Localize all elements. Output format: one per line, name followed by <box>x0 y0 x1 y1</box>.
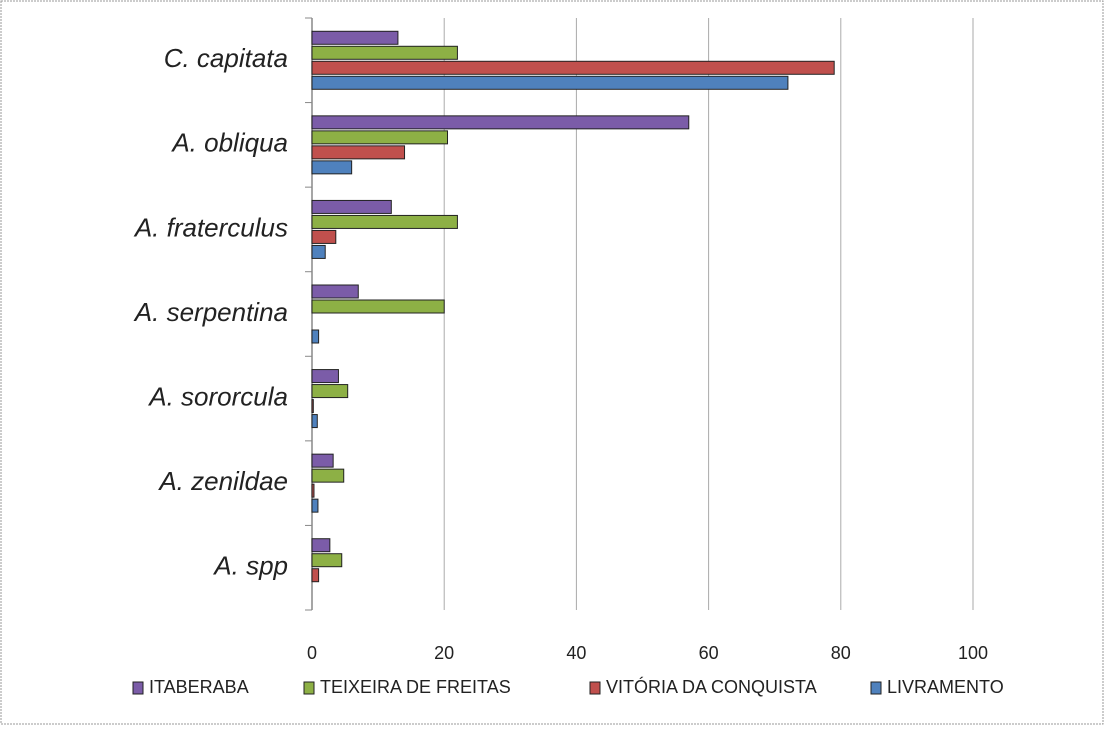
bar <box>311 369 339 384</box>
bar <box>311 214 458 229</box>
bar <box>311 483 315 498</box>
bar <box>311 329 320 344</box>
bar <box>311 498 319 513</box>
legend-marker <box>589 681 601 695</box>
x-tick-label: 0 <box>307 643 317 663</box>
legend-marker <box>132 681 144 695</box>
bar <box>311 75 789 90</box>
bar <box>311 399 314 414</box>
bar <box>311 468 345 483</box>
x-tick-label: 100 <box>958 643 988 663</box>
legend-label: LIVRAMENTO <box>887 677 1004 697</box>
y-tick-label: C. capitata <box>164 43 288 73</box>
legend-label: ITABERABA <box>149 677 249 697</box>
bar <box>311 244 326 259</box>
legend-label: TEIXEIRA DE FREITAS <box>320 677 511 697</box>
x-tick-label: 60 <box>699 643 719 663</box>
bar <box>311 568 320 583</box>
legend-label: VITÓRIA DA CONQUISTA <box>606 676 817 697</box>
bar <box>311 160 353 175</box>
bar <box>311 30 399 45</box>
y-tick-label: A. zenildae <box>157 466 288 496</box>
bar <box>311 229 337 244</box>
bar <box>311 145 406 160</box>
y-tick-label: A. obliqua <box>170 128 288 158</box>
bar <box>311 299 445 314</box>
bar <box>311 199 392 214</box>
x-tick-label: 80 <box>831 643 851 663</box>
bar <box>311 414 318 429</box>
bar <box>311 130 449 145</box>
bar <box>311 45 458 60</box>
bar <box>311 553 343 568</box>
bar <box>311 60 835 75</box>
bar <box>311 453 334 468</box>
bar <box>311 284 359 299</box>
y-tick-label: A. sororcula <box>147 381 288 411</box>
bar <box>311 384 349 399</box>
legend-marker <box>870 681 882 695</box>
x-tick-label: 40 <box>566 643 586 663</box>
y-tick-label: A. spp <box>212 551 288 581</box>
bar <box>311 115 690 130</box>
y-tick-label: A. fraterculus <box>133 212 288 242</box>
y-tick-label: A. serpentina <box>133 297 288 327</box>
bar <box>311 538 331 553</box>
x-tick-label: 20 <box>434 643 454 663</box>
legend-marker <box>303 681 315 695</box>
